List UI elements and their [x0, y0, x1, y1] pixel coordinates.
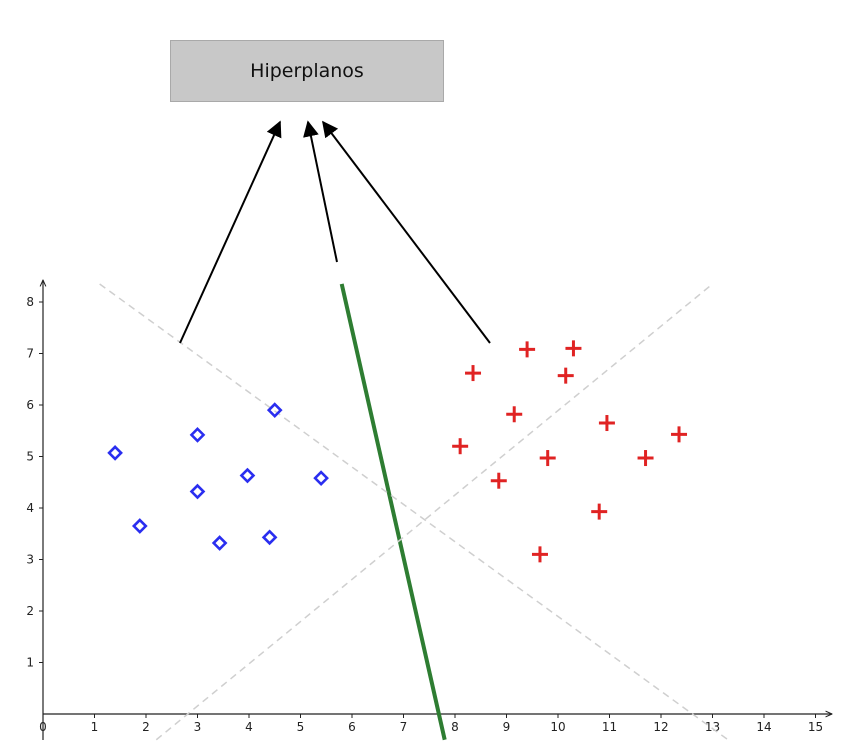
- x-tick-label: 7: [400, 720, 408, 734]
- x-tick-label: 0: [39, 720, 47, 734]
- x-tick-label: 4: [245, 720, 253, 734]
- y-tick-label: 1: [26, 656, 34, 670]
- arrow-to-label-middle: [303, 120, 338, 263]
- class-a-diamond-point: [211, 535, 228, 551]
- hyperplanes-label-text: Hiperplanos: [250, 60, 364, 82]
- class-b-plus-point: [506, 406, 523, 423]
- x-tick-label: 10: [550, 720, 565, 734]
- class-b-plus-point: [565, 340, 582, 357]
- data-points: [107, 340, 688, 563]
- x-tick-label: 2: [142, 720, 150, 734]
- class-a-diamond-point: [131, 518, 148, 534]
- class-a-diamond-point: [266, 402, 283, 418]
- margin-line: [155, 283, 713, 741]
- y-tick-label: 3: [26, 553, 34, 567]
- class-b-plus-point: [452, 438, 469, 455]
- separating-hyperplane-line: [339, 283, 447, 741]
- x-tick-label: 1: [91, 720, 99, 734]
- class-a-diamond-point: [189, 483, 206, 500]
- x-tick-label: 15: [808, 720, 823, 734]
- class-b-plus-point: [591, 503, 608, 520]
- x-tick-label: 5: [297, 720, 305, 734]
- class-b-plus-point: [557, 367, 574, 384]
- class-a-diamond-point: [261, 529, 278, 546]
- class-b-plus-point: [490, 472, 507, 489]
- class-b-plus-point: [531, 546, 548, 563]
- y-tick-label: 7: [26, 347, 34, 361]
- class-a-diamond-point: [107, 445, 123, 461]
- class-b-plus-point: [465, 365, 482, 382]
- decision-lines: [99, 283, 729, 741]
- x-tick-label: 9: [503, 720, 511, 734]
- class-b-plus-point: [671, 426, 688, 443]
- class-a-diamond-point: [239, 467, 256, 484]
- class-b-plus-point: [637, 450, 654, 467]
- x-tick-label: 8: [451, 720, 459, 734]
- x-tick-label: 6: [348, 720, 356, 734]
- hyperplanes-label-box: Hiperplanos: [170, 40, 444, 102]
- x-tick-label: 14: [756, 720, 771, 734]
- arrow-to-label-left: [179, 120, 282, 344]
- y-tick-label: 2: [26, 604, 34, 618]
- class-b-plus-point: [598, 415, 615, 432]
- class-a-diamond-point: [313, 470, 329, 486]
- y-tick-label: 8: [26, 295, 34, 309]
- x-tick-label: 3: [194, 720, 202, 734]
- x-tick-label: 12: [653, 720, 668, 734]
- y-tick-label: 5: [26, 450, 34, 464]
- y-tick-label: 4: [26, 501, 34, 515]
- class-a-diamond-point: [189, 427, 206, 443]
- x-tick-label: 11: [602, 720, 617, 734]
- x-tick-label: 13: [705, 720, 720, 734]
- class-b-plus-point: [539, 450, 556, 467]
- margin-line: [99, 283, 729, 741]
- arrow-to-label-right: [322, 120, 491, 344]
- y-tick-label: 6: [26, 398, 34, 412]
- class-b-plus-point: [519, 341, 536, 358]
